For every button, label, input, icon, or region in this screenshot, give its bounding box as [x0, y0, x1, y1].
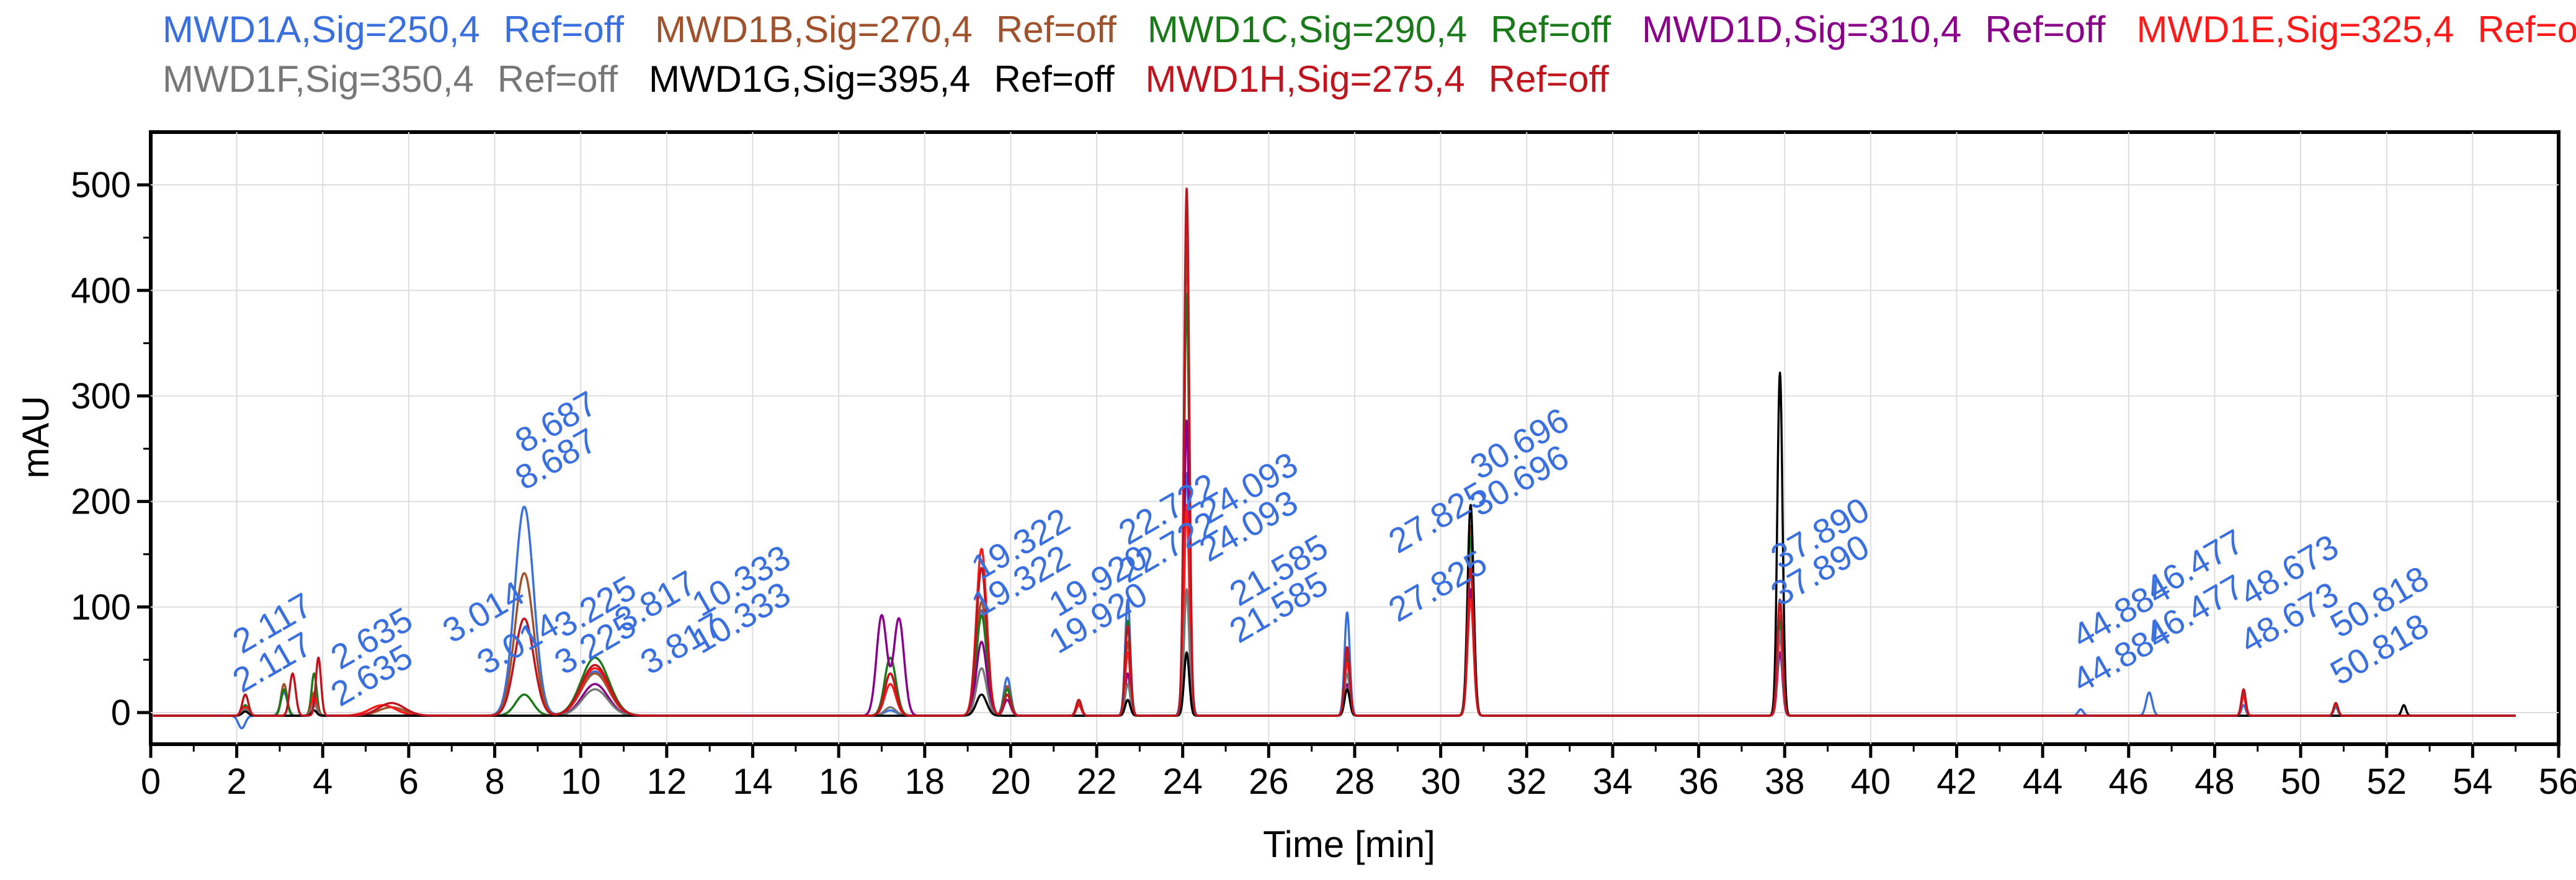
y-tick-label: 500 [71, 165, 131, 205]
x-tick-label: 34 [1593, 762, 1633, 802]
x-tick-label: 40 [1851, 762, 1891, 802]
x-tick-label: 36 [1678, 762, 1719, 802]
legend-entry-ref: Ref=off [1491, 9, 1611, 50]
legend: MWD1A,Sig=250,4 Ref=off MWD1B,Sig=270,4 Ref… [163, 9, 2576, 100]
x-tick-label: 54 [2453, 762, 2493, 802]
x-tick-label: 28 [1335, 762, 1375, 802]
y-tick-label: 200 [71, 482, 131, 522]
y-axis-title: mAU [15, 396, 56, 478]
y-tick-label: 400 [71, 270, 131, 311]
legend-entry-ref: Ref=off [497, 58, 618, 100]
y-tick-label: 0 [111, 693, 131, 733]
x-tick-label: 10 [561, 762, 601, 802]
x-tick-label: 12 [647, 762, 687, 802]
legend-entry-ref: Ref=off [2477, 9, 2576, 50]
x-tick-label: 46 [2109, 762, 2149, 802]
x-tick-label: 6 [399, 762, 419, 802]
x-tick-label: 4 [313, 762, 332, 802]
legend-entry-ref: Ref=off [996, 9, 1116, 50]
legend-entry-name: MWD1G,Sig=395,4 [649, 58, 971, 100]
legend-entry-name: MWD1A,Sig=250,4 [163, 9, 480, 50]
x-tick-label: 14 [733, 762, 773, 802]
x-tick-label: 8 [484, 762, 504, 802]
series-lines [152, 187, 2516, 730]
x-tick-label: 16 [819, 762, 859, 802]
x-tick-label: 24 [1162, 762, 1203, 802]
y-tick-label: 300 [71, 376, 131, 416]
x-tick-label: 32 [1507, 762, 1547, 802]
x-tick-label: 2 [227, 762, 247, 802]
x-tick-label: 26 [1249, 762, 1289, 802]
series-line-mwd1h [152, 187, 2516, 717]
legend-entry-name: MWD1H,Sig=275,4 [1146, 58, 1465, 100]
legend-entry-name: MWD1B,Sig=270,4 [655, 9, 973, 50]
x-tick-label: 56 [2539, 762, 2576, 802]
legend-entry-name: MWD1F,Sig=350,4 [163, 58, 474, 100]
x-tick-label: 38 [1765, 762, 1805, 802]
x-tick-label: 30 [1420, 762, 1461, 802]
y-tick-label: 100 [71, 587, 131, 628]
legend-entry-name: MWD1E,Sig=325,4 [2136, 9, 2454, 50]
x-tick-label: 22 [1077, 762, 1117, 802]
legend-entry-ref: Ref=off [1489, 58, 1609, 100]
x-tick-label: 52 [2366, 762, 2407, 802]
x-tick-label: 50 [2281, 762, 2321, 802]
x-tick-label: 20 [991, 762, 1031, 802]
x-tick-label: 0 [141, 762, 161, 802]
legend-entry-name: MWD1C,Sig=290,4 [1148, 9, 1467, 50]
grid [151, 132, 2559, 744]
axes: 0 2 4 6 8 10 12 14 16 18 20 22 24 26 28 30 32 34 36 38 40 42 4… [71, 165, 2576, 802]
x-tick-label: 18 [905, 762, 945, 802]
x-axis-title: Time [min] [1263, 824, 1435, 865]
legend-entry-ref: Ref=off [504, 9, 624, 50]
legend-entry-ref: Ref=off [1985, 9, 2105, 50]
x-tick-label: 44 [2023, 762, 2063, 802]
legend-entry-name: MWD1D,Sig=310,4 [1642, 9, 1961, 50]
legend-entry-ref: Ref=off [994, 58, 1115, 100]
x-tick-label: 48 [2195, 762, 2235, 802]
x-tick-label: 42 [1936, 762, 1977, 802]
